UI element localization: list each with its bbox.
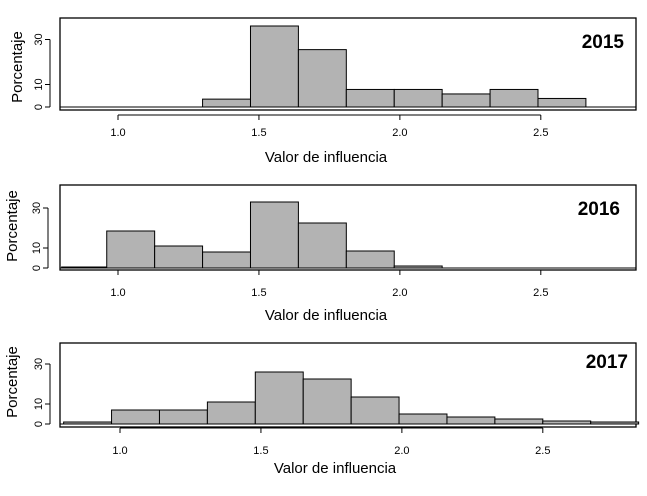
x-tick-label: 1.5 bbox=[251, 127, 266, 139]
histogram-bar bbox=[537, 97, 587, 108]
histogram-bar bbox=[489, 88, 539, 108]
panel-2015: Porcentaje Valor de influencia 2015 0 10 3… bbox=[9, 17, 637, 166]
x-axis-title: Valor de influencia bbox=[265, 307, 388, 324]
panel-title: 2016 bbox=[578, 199, 620, 220]
histogram-bar bbox=[158, 409, 208, 425]
y-tick-label: 10 bbox=[33, 78, 45, 90]
plot-frame bbox=[59, 342, 637, 428]
histogram-bar bbox=[494, 418, 544, 425]
x-tick-label: 1.5 bbox=[253, 445, 268, 457]
histogram-bar bbox=[111, 409, 160, 425]
plot-frame bbox=[59, 17, 637, 111]
histogram-bar bbox=[202, 251, 251, 269]
histogram-bar bbox=[297, 222, 347, 269]
y-tick-label: 0 bbox=[33, 421, 45, 427]
panel-2017: Porcentaje Valor de influencia 2017 0 10 3… bbox=[4, 342, 640, 477]
histogram-bar bbox=[206, 401, 256, 425]
x-tick-label: 1.5 bbox=[251, 287, 266, 299]
histogram-bar bbox=[154, 245, 204, 269]
histogram-bar bbox=[542, 420, 592, 425]
y-tick-label: 30 bbox=[31, 202, 43, 214]
x-axis-title: Valor de influencia bbox=[274, 460, 397, 477]
histogram-bar bbox=[398, 413, 448, 425]
x-tick-label: 2.0 bbox=[392, 287, 407, 299]
histogram-bar bbox=[249, 25, 299, 108]
x-tick-label: 2.0 bbox=[394, 445, 409, 457]
x-tick-label: 2.5 bbox=[533, 127, 548, 139]
histogram-bar bbox=[350, 396, 400, 425]
histogram-bar bbox=[202, 98, 251, 108]
y-axis-title: Porcentaje bbox=[9, 31, 26, 103]
histogram-bar bbox=[345, 250, 395, 269]
y-tick-label: 10 bbox=[33, 398, 45, 410]
histogram-bar bbox=[63, 421, 113, 425]
histogram-bar bbox=[446, 416, 496, 425]
histogram-bar bbox=[61, 266, 108, 269]
histogram-bar bbox=[590, 421, 640, 425]
histogram-bar bbox=[297, 49, 347, 108]
y-tick-label: 30 bbox=[33, 358, 45, 370]
histogram-bar bbox=[106, 230, 156, 269]
x-tick-label: 2.5 bbox=[533, 287, 548, 299]
x-tick-label: 1.0 bbox=[112, 445, 127, 457]
panel-title: 2015 bbox=[582, 32, 625, 53]
histogram-bar bbox=[393, 88, 443, 108]
x-axis-title: Valor de influencia bbox=[265, 149, 388, 166]
panel-title: 2017 bbox=[586, 352, 628, 373]
histogram-bar bbox=[393, 265, 443, 269]
x-tick-label: 1.0 bbox=[110, 287, 125, 299]
y-axis-title: Porcentaje bbox=[4, 346, 21, 418]
y-tick-label: 30 bbox=[33, 33, 45, 45]
y-tick-label: 10 bbox=[31, 242, 43, 254]
y-axis-title: Porcentaje bbox=[4, 190, 21, 262]
y-tick-label: 0 bbox=[31, 265, 43, 271]
histogram-bar bbox=[441, 93, 491, 108]
histogram-bar bbox=[249, 201, 299, 269]
panel-2016: Porcentaje Valor de influencia 2016 0 10 3… bbox=[4, 184, 637, 324]
x-tick-label: 1.0 bbox=[110, 127, 125, 139]
x-tick-label: 2.0 bbox=[392, 127, 407, 139]
x-tick-label: 2.5 bbox=[535, 445, 550, 457]
histogram-bar bbox=[302, 378, 352, 425]
y-tick-label: 0 bbox=[33, 104, 45, 110]
histogram-bar bbox=[254, 371, 304, 425]
histogram-bar bbox=[345, 88, 395, 108]
